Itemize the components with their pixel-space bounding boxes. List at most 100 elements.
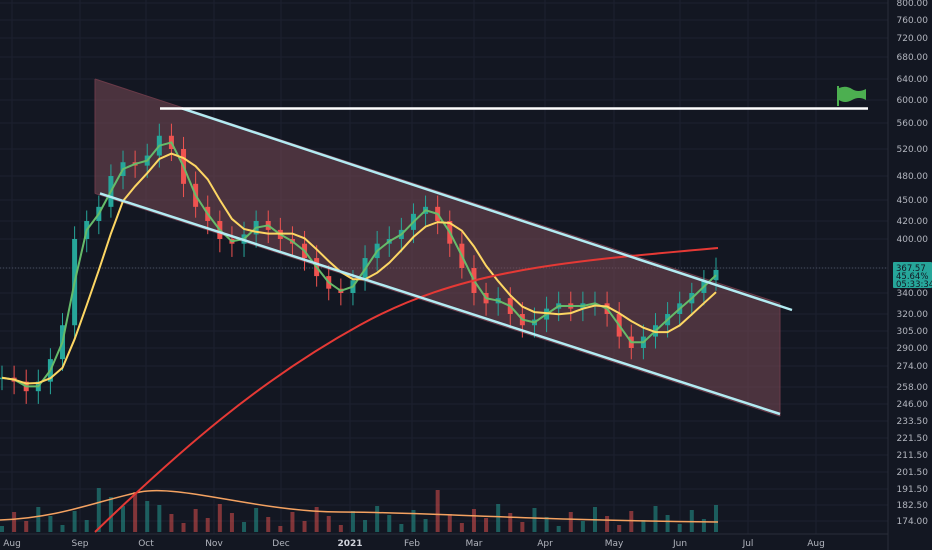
- volume-bar: [84, 520, 89, 532]
- volume-bar: [350, 511, 355, 532]
- volume-bar: [714, 505, 718, 532]
- volume-bar: [48, 516, 53, 532]
- volume-bar: [36, 507, 41, 532]
- volume-bar: [278, 526, 283, 532]
- y-tick-label: 201.50: [897, 468, 929, 478]
- volume-bar: [181, 523, 186, 532]
- last-price-tag: 367.57 45.64% 05:33:34: [893, 262, 932, 290]
- volume-bar: [133, 492, 138, 532]
- volume-bar: [145, 501, 150, 532]
- y-tick-label: 211.50: [897, 451, 929, 461]
- y-tick-label: 221.50: [897, 434, 929, 444]
- x-tick-label: Jun: [672, 539, 687, 549]
- volume-bar: [205, 518, 210, 532]
- last-price-change: 45.64%: [896, 272, 928, 282]
- volume-bar: [568, 512, 573, 532]
- y-tick-label: 480.00: [897, 172, 929, 182]
- volume-layer: [0, 488, 719, 532]
- x-tick-label: Nov: [205, 539, 223, 549]
- ma-mid-line: [1, 152, 717, 385]
- volume-bar: [121, 506, 126, 532]
- x-tick-label: 2021: [337, 539, 362, 549]
- flag-icon: [839, 86, 866, 102]
- y-tick-label: 258.00: [897, 383, 929, 393]
- x-tick-label: Feb: [404, 539, 420, 549]
- y-tick-label: 174.00: [897, 517, 929, 527]
- x-tick-label: Sep: [72, 539, 89, 549]
- y-tick-label: 420.00: [897, 217, 929, 227]
- x-tick-label: Aug: [807, 539, 825, 549]
- volume-bar: [435, 490, 440, 532]
- y-tick-label: 233.50: [897, 417, 929, 427]
- last-price-tag-bg: [893, 262, 932, 288]
- y-tick-label: 191.50: [897, 485, 929, 495]
- y-tick-label: 600.00: [897, 96, 929, 106]
- volume-bar: [580, 521, 585, 532]
- y-tick-label: 800.00: [897, 0, 929, 9]
- volume-bar: [629, 511, 634, 532]
- volume-bar: [72, 511, 77, 532]
- channel-upper-line: [181, 107, 793, 312]
- volume-bar: [314, 507, 319, 532]
- volume-bar: [169, 514, 174, 532]
- y-tick-label: 290.00: [897, 344, 929, 354]
- y-tick-label: 720.00: [897, 34, 929, 44]
- last-price-value: 367.57: [896, 264, 926, 274]
- volume-bar: [605, 516, 610, 532]
- x-tick-label: Oct: [138, 539, 154, 549]
- volume-bar: [290, 512, 295, 532]
- volume-bar: [302, 521, 307, 532]
- volume-bar: [229, 513, 234, 532]
- volume-bar: [242, 522, 247, 532]
- volume-bar: [484, 518, 489, 532]
- y-tick-label: 640.00: [897, 75, 929, 85]
- volume-bar: [24, 521, 29, 532]
- x-tick-label: Aug: [3, 539, 21, 549]
- x-tick-label: Mar: [466, 539, 483, 549]
- volume-bar: [217, 504, 222, 532]
- channel-lower-line: [99, 192, 781, 416]
- ma-slow-line: [94, 247, 719, 533]
- volume-ma-line: [0, 489, 719, 523]
- volume-bar: [96, 488, 101, 532]
- volume-bar: [193, 509, 198, 532]
- y-axis[interactable]: 800.00 760.00 720.00 680.00 640.00 600.00 560.…: [887, 0, 929, 550]
- volume-bar: [411, 510, 416, 532]
- y-tick-label: 400.00: [897, 235, 929, 245]
- volume-bar: [447, 514, 452, 532]
- channel-fill: [95, 79, 780, 417]
- volume-bar: [556, 526, 561, 532]
- volume-bar: [387, 515, 392, 532]
- y-tick-label: 450.00: [897, 196, 929, 206]
- volume-bar: [157, 505, 162, 532]
- candle-body: [713, 269, 719, 281]
- volume-bar: [266, 517, 271, 532]
- volume-bar: [0, 526, 4, 532]
- x-axis[interactable]: Aug Sep Oct Nov Dec 2021 Feb Mar Apr May Jun Jul Aug: [0, 533, 888, 549]
- x-tick-label: Apr: [537, 539, 553, 549]
- volume-bar: [653, 506, 658, 532]
- y-tick-label: 340.00: [897, 289, 929, 299]
- y-tick-label: 760.00: [897, 16, 929, 26]
- volume-bar: [496, 504, 501, 532]
- y-tick-label: 182.50: [897, 501, 929, 511]
- x-tick-label: May: [605, 539, 624, 549]
- volume-bar: [363, 520, 368, 532]
- volume-bar: [338, 525, 343, 532]
- y-tick-label: 320.00: [897, 310, 929, 320]
- y-tick-label: 246.00: [897, 400, 929, 410]
- volume-bar: [701, 519, 706, 532]
- volume-bar: [423, 519, 428, 532]
- annotation-layer: [99, 86, 868, 416]
- volume-bar: [108, 497, 113, 532]
- y-tick-label: 680.00: [897, 53, 929, 63]
- volume-bar: [12, 512, 17, 532]
- volume-bar: [677, 524, 682, 532]
- volume-bar: [508, 513, 513, 532]
- volume-bar: [375, 506, 380, 532]
- volume-bar: [641, 520, 646, 532]
- x-tick-label: Dec: [272, 539, 289, 549]
- volume-bar: [399, 524, 404, 532]
